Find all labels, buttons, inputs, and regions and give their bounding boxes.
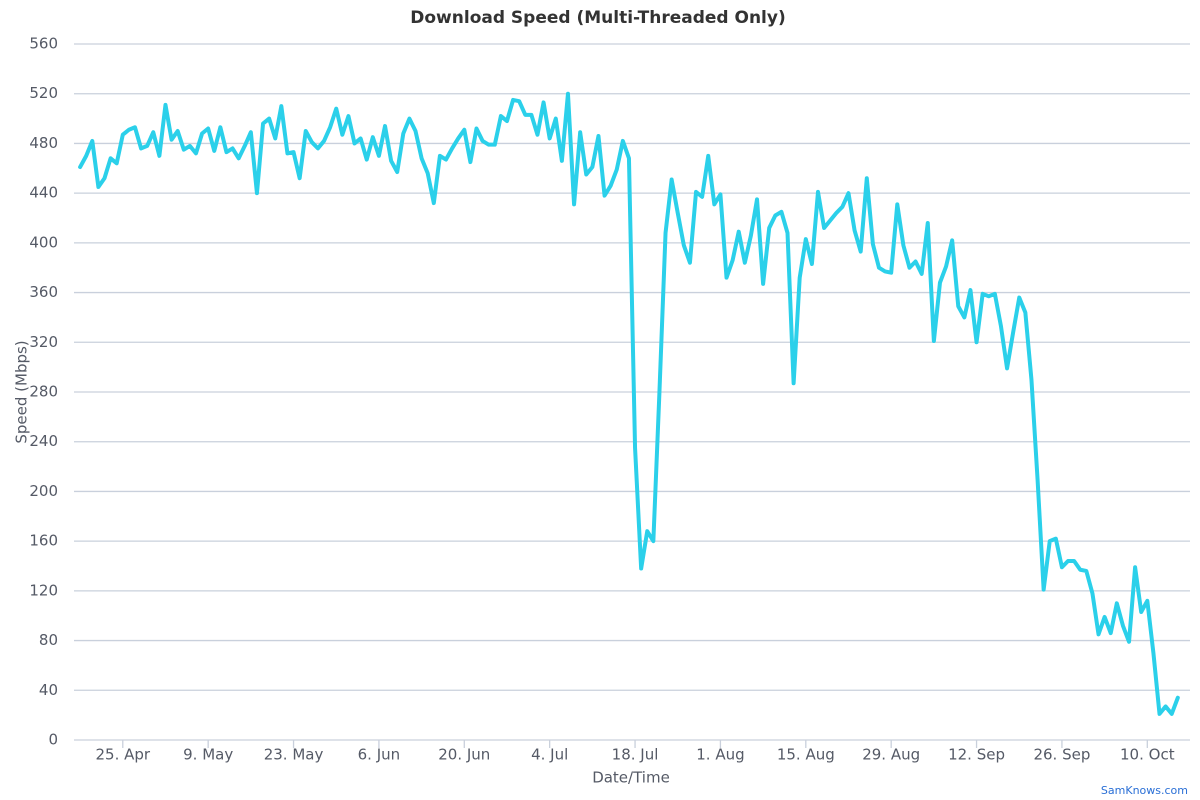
y-tick-label: 520 bbox=[29, 84, 58, 102]
chart-title: Download Speed (Multi-Threaded Only) bbox=[410, 8, 785, 28]
y-tick-label: 280 bbox=[29, 383, 58, 401]
y-tick-label: 80 bbox=[39, 631, 58, 649]
x-tick-label: 20. Jun bbox=[438, 746, 490, 764]
data-line bbox=[78, 91, 1180, 716]
x-tick-label: 23. May bbox=[264, 746, 324, 764]
x-tick-label: 29. Aug bbox=[862, 746, 920, 764]
x-tick-label: 4. Jul bbox=[531, 746, 568, 764]
y-tick-label: 360 bbox=[29, 283, 58, 301]
x-tick-label: 9. May bbox=[183, 746, 233, 764]
y-tick-label: 320 bbox=[29, 333, 58, 351]
y-tick-label: 240 bbox=[29, 432, 58, 450]
y-tick-label: 200 bbox=[29, 482, 58, 500]
x-tick-label: 15. Aug bbox=[777, 746, 835, 764]
x-tick-label: 26. Sep bbox=[1033, 746, 1090, 764]
y-tick-label: 120 bbox=[29, 581, 58, 599]
x-axis-label: Date/Time bbox=[592, 769, 670, 787]
x-tick-label: 1. Aug bbox=[696, 746, 744, 764]
y-tick-label: 40 bbox=[39, 681, 58, 699]
y-tick-label: 160 bbox=[29, 532, 58, 550]
y-axis-label: Speed (Mbps) bbox=[13, 340, 31, 443]
x-tick-label: 25. Apr bbox=[95, 746, 150, 764]
x-tick-label: 6. Jun bbox=[358, 746, 401, 764]
y-tick-label: 560 bbox=[29, 35, 58, 53]
y-tick-label: 400 bbox=[29, 233, 58, 251]
y-tick-label: 0 bbox=[48, 731, 58, 749]
credit-link[interactable]: SamKnows.com bbox=[1101, 784, 1188, 797]
y-tick-label: 440 bbox=[29, 184, 58, 202]
x-tick-label: 10. Oct bbox=[1120, 746, 1175, 764]
y-tick-label: 480 bbox=[29, 134, 58, 152]
x-tick-label: 18. Jul bbox=[612, 746, 659, 764]
x-tick-label: 12. Sep bbox=[948, 746, 1005, 764]
